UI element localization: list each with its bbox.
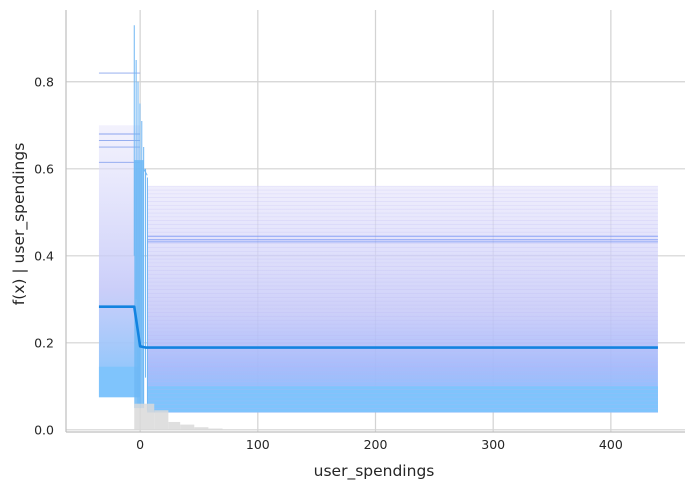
x-tick-label: 300 (481, 437, 505, 452)
x-tick-label: 0 (136, 437, 144, 452)
y-tick-label: 0.8 (34, 74, 54, 89)
ice-jump-dense (134, 160, 144, 409)
tick-labels: 0 100 200 300 400 0.0 0.2 0.4 0.6 0.8 (34, 74, 623, 452)
histogram-bar (208, 428, 223, 430)
histogram-bar (154, 410, 169, 430)
average-line (98, 305, 658, 349)
x-axis-title: user_spendings (314, 462, 435, 481)
histogram (134, 403, 223, 430)
ice-band-left-dense (98, 366, 141, 398)
axes (65, 10, 685, 433)
ice-band-right-dense (147, 386, 658, 413)
histogram-bar (180, 424, 195, 430)
pdp-average-line (98, 305, 658, 349)
histogram-bar (194, 427, 209, 430)
y-tick-label: 0.0 (34, 422, 54, 437)
histogram-bar (134, 403, 141, 430)
ice-band-left (98, 125, 141, 398)
ice-lines (98, 25, 658, 413)
y-axis-title: f(x) | user_spendings (10, 143, 29, 306)
ice-line-short (143, 168, 148, 176)
y-tick-label: 0.4 (34, 248, 54, 263)
y-tick-label: 0.6 (34, 161, 54, 176)
ice-band-right (147, 186, 658, 413)
histogram-bar (168, 421, 181, 430)
histogram-bar (140, 403, 155, 430)
y-tick-label: 0.2 (34, 335, 54, 350)
x-tick-label: 200 (364, 437, 388, 452)
x-tick-label: 100 (246, 437, 270, 452)
x-tick-label: 400 (599, 437, 623, 452)
